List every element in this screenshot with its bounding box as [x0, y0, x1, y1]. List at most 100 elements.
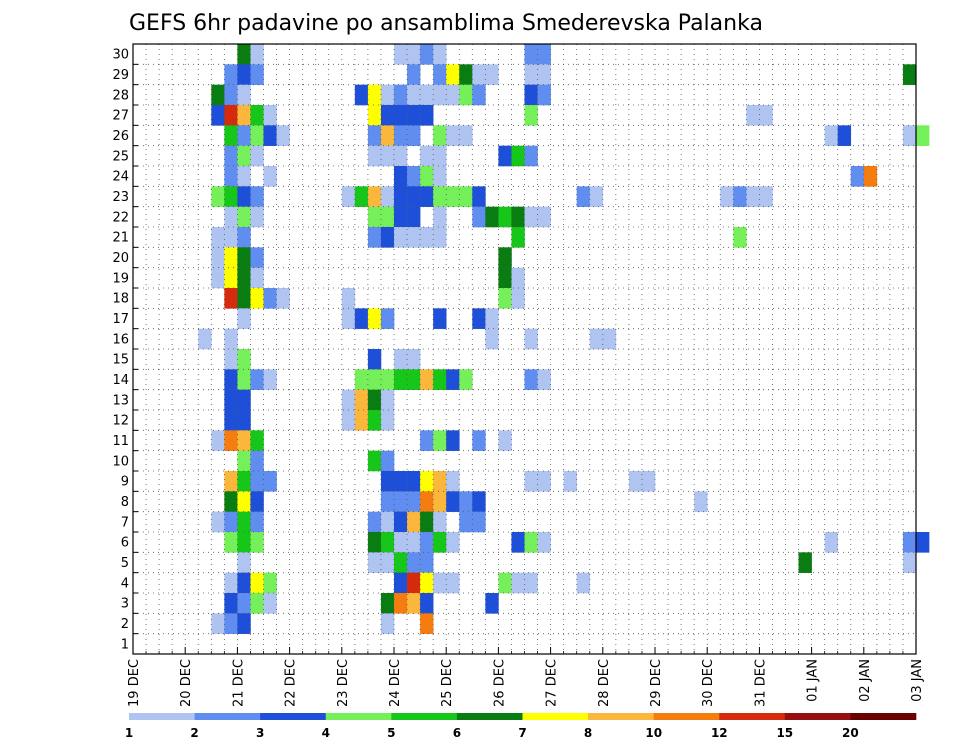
heatmap-cell-m26-s59: [902, 125, 917, 146]
heatmap-cell-m17-s16: [341, 308, 356, 329]
heatmap-cell-m28-s24: [446, 84, 460, 106]
heatmap-cell-m3-s20: [394, 593, 408, 614]
heatmap-cell-m4-s28: [498, 572, 512, 594]
heatmap-cell-m28-s19: [380, 84, 395, 106]
heatmap-cell-m23-s24: [446, 186, 460, 207]
heatmap-cell-m9-s9: [250, 471, 264, 492]
grid-lines: [133, 44, 916, 654]
heatmap-cell-m4-s29: [511, 572, 525, 594]
heatmap-cell-m13-s16: [341, 389, 356, 411]
heatmap-cell-m25-s19: [380, 145, 395, 167]
y-tick-label: 16: [112, 332, 129, 347]
heatmap-cell-m16-s30: [524, 328, 538, 350]
x-tick-label: 27 DEC: [545, 659, 560, 707]
heatmap-cell-m26-s18: [367, 125, 382, 146]
x-tick-label: 20 DEC: [179, 659, 194, 707]
heatmap-cell-m20-s7: [224, 247, 238, 268]
heatmap-cell-m28-s22: [420, 84, 434, 106]
heatmap-cell-m15-s7: [224, 349, 238, 370]
heatmap-cell-m14-s18: [367, 369, 382, 390]
heatmap-cell-m23-s20: [394, 186, 408, 207]
heatmap-cell-m14-s24: [446, 369, 460, 390]
heatmap-cell-m27-s6: [211, 105, 225, 126]
x-tick-label: 30 DEC: [701, 659, 716, 707]
heatmap-cell-m11-s9: [250, 430, 264, 451]
y-tick-label: 12: [112, 414, 129, 429]
heatmap-cell-m25-s28: [498, 145, 512, 167]
heatmap-cell-m21-s8: [237, 227, 251, 248]
heatmap-cell-m14-s7: [224, 369, 238, 390]
heatmap-cell-m8-s24: [446, 491, 460, 512]
heatmap-cell-m3-s10: [263, 593, 277, 614]
heatmap-cell-m4-s30: [524, 572, 538, 594]
heatmap-cell-m23-s35: [589, 186, 604, 207]
heatmap-cell-m29-s21: [407, 64, 421, 85]
heatmap-cell-m26-s8: [237, 125, 251, 146]
heatmap-cell-m5-s59: [902, 552, 917, 573]
heatmap-cell-m23-s34: [576, 186, 591, 207]
heatmap-cell-m4-s8: [237, 572, 251, 594]
heatmap-cell-m27-s18: [367, 105, 382, 126]
heatmap-cell-m6-s22: [420, 532, 434, 553]
heatmap-cell-m23-s19: [380, 186, 395, 207]
heatmap-cell-m4-s10: [263, 572, 277, 594]
heatmap-cell-m21-s19: [380, 227, 395, 248]
colorbar-swatch: [456, 713, 523, 720]
heatmap-cell-m8-s25: [459, 491, 473, 512]
y-tick-label: 17: [112, 312, 129, 327]
y-tick-label: 8: [121, 495, 129, 510]
heatmap-cell-m21-s6: [211, 227, 225, 248]
heatmap-cell-m22-s29: [511, 206, 525, 228]
heatmap-cell-m22-s23: [433, 206, 447, 228]
x-tick-label: 25 DEC: [440, 659, 455, 707]
heatmap-cell-m17-s26: [472, 308, 486, 329]
heatmap-cell-m23-s46: [733, 186, 747, 207]
colorbar-swatch: [194, 713, 261, 720]
heatmap-cell-m21-s21: [407, 227, 421, 248]
heatmap-cell-m24-s22: [420, 166, 434, 187]
heatmap-cell-m22-s19: [380, 206, 395, 228]
heatmap-cell-m25-s22: [420, 145, 434, 167]
colorbar-label: 1: [125, 726, 133, 740]
heatmap-cell-m5-s20: [394, 552, 408, 573]
heatmap-cell-m20-s8: [237, 247, 251, 268]
heatmap-cell-m7-s21: [407, 511, 421, 533]
heatmap-cell-m25-s23: [433, 145, 447, 167]
heatmap-cell-m25-s8: [237, 145, 251, 167]
y-tick-label: 30: [112, 48, 129, 63]
heatmap-cell-m5-s22: [420, 552, 434, 573]
y-tick-label: 13: [112, 393, 129, 408]
heatmap-cell-m27-s7: [224, 105, 238, 126]
heatmap-cell-m6-s19: [380, 532, 395, 553]
heatmap-cell-m9-s33: [563, 471, 577, 492]
heatmap-cell-m25-s20: [394, 145, 408, 167]
heatmap-cell-m24-s55: [850, 166, 865, 187]
heatmap-cell-m9-s21: [407, 471, 421, 492]
heatmap-cell-m28-s17: [354, 84, 369, 106]
heatmap-cell-m29-s31: [537, 64, 551, 85]
y-tick-label: 7: [121, 515, 129, 530]
heatmap-cell-m28-s8: [237, 84, 251, 106]
heatmap-cell-m27-s20: [394, 105, 408, 126]
heatmap-cell-m11-s28: [498, 430, 512, 451]
heatmap-cell-m27-s21: [407, 105, 421, 126]
heatmap-cell-m22-s30: [524, 206, 538, 228]
heatmap-cell-m3-s9: [250, 593, 264, 614]
x-tick-label: 19 DEC: [127, 659, 142, 707]
heatmap-cell-m7-s26: [472, 511, 486, 533]
heatmap-cell-m28-s6: [211, 84, 225, 106]
colorbar-swatch: [850, 713, 917, 720]
heatmap-cell-m9-s31: [537, 471, 551, 492]
heatmap-cell-m8-s26: [472, 491, 486, 512]
heatmap-cell-m19-s28: [498, 267, 512, 289]
heatmap-cell-m29-s8: [237, 64, 251, 85]
heatmap-cell-m11-s24: [446, 430, 460, 451]
heatmap-cell-m30-s23: [433, 44, 447, 65]
heatmap-cell-m23-s17: [354, 186, 369, 207]
heatmap-cell-m17-s18: [367, 308, 382, 329]
heatmap-cell-m8-s8: [237, 491, 251, 512]
heatmap-cell-m29-s9: [250, 64, 264, 85]
heatmap-cell-m29-s25: [459, 64, 473, 85]
heatmap-cell-m19-s7: [224, 267, 238, 289]
heatmap-cell-m12-s7: [224, 410, 238, 431]
